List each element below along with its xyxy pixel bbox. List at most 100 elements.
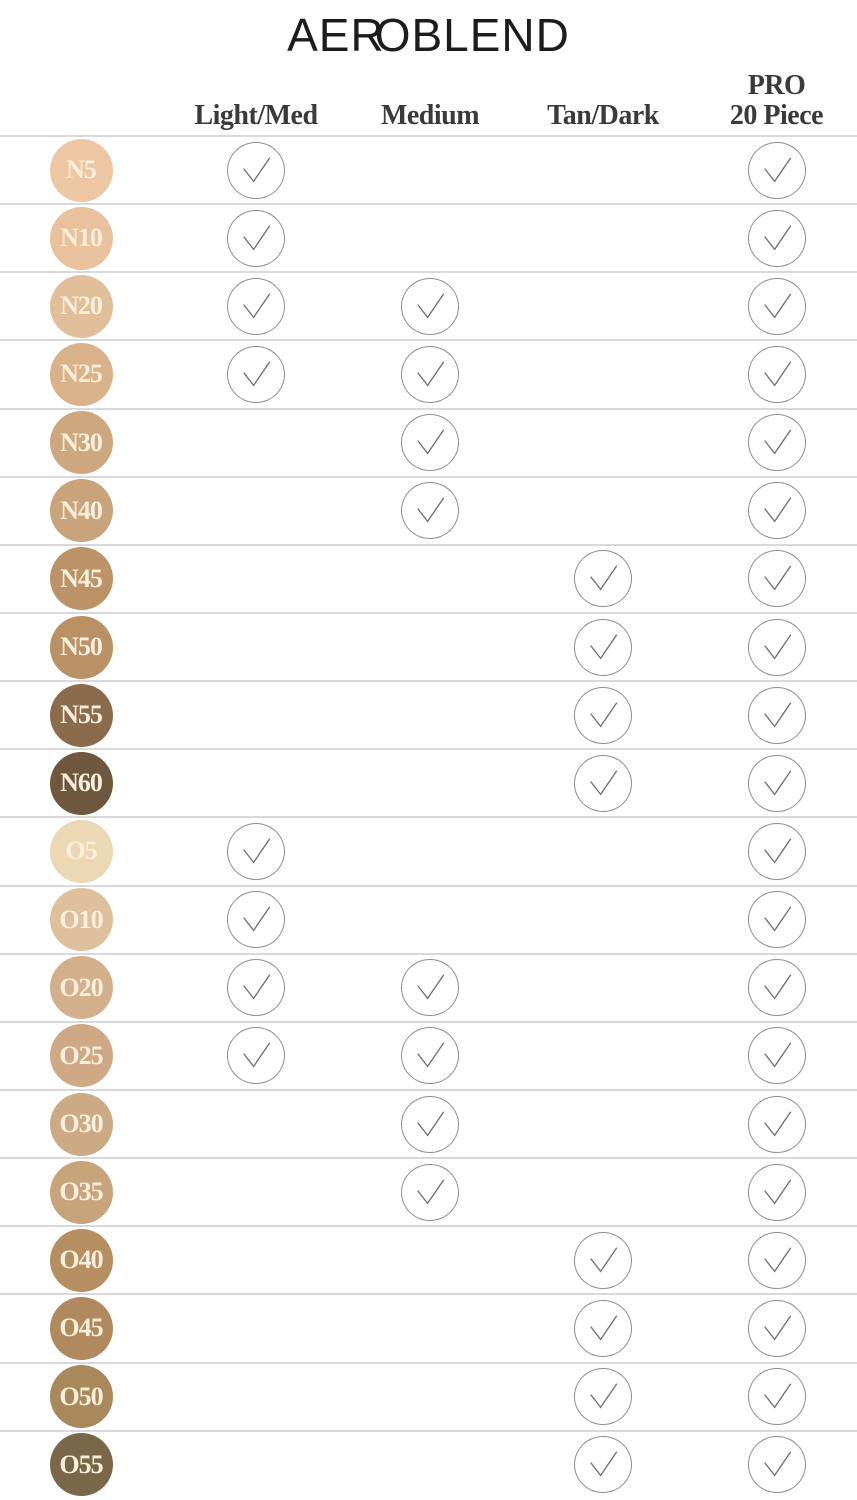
shade-swatch: N10 — [49, 206, 113, 270]
kit-cell-tan-dark — [510, 546, 696, 612]
shade-row: N50 — [0, 611, 857, 680]
shade-swatch: O5 — [49, 819, 113, 883]
check-icon — [574, 1231, 632, 1289]
kit-cell-medium — [350, 1364, 510, 1430]
shade-swatch: N5 — [49, 138, 113, 202]
check-icon — [747, 959, 806, 1017]
kit-cell-tan-dark — [510, 1023, 696, 1089]
kit-cell-tan-dark — [510, 341, 696, 407]
kit-cell-light-med — [162, 682, 350, 748]
shade-label: N5 — [66, 155, 97, 185]
swatch-cell: N25 — [0, 341, 162, 407]
kit-cell-pro-20-piece — [696, 1295, 857, 1361]
kit-cell-light-med — [162, 818, 350, 884]
kit-cell-light-med — [162, 1295, 350, 1361]
check-icon — [227, 822, 285, 880]
kit-cell-medium — [350, 341, 510, 407]
kit-cell-light-med — [162, 410, 350, 476]
kit-cell-light-med — [162, 205, 350, 271]
check-icon — [401, 959, 459, 1017]
kit-cell-medium — [350, 1091, 510, 1157]
check-icon — [227, 1027, 285, 1085]
swatch-cell: O55 — [0, 1432, 162, 1498]
kit-cell-medium — [350, 682, 510, 748]
shade-row: N55 — [0, 680, 857, 748]
shade-row: N25 — [0, 339, 857, 407]
check-icon — [401, 1095, 459, 1153]
check-icon — [574, 618, 632, 676]
shade-row: O25 — [0, 1020, 857, 1089]
shade-swatch: N45 — [49, 547, 113, 611]
check-icon — [747, 1163, 806, 1221]
swatch-cell: O35 — [0, 1159, 162, 1225]
shade-label: O50 — [59, 1381, 103, 1411]
swatch-cell: O40 — [0, 1227, 162, 1293]
shade-label: N45 — [60, 563, 103, 593]
shade-row: O20 — [0, 952, 857, 1021]
kit-cell-light-med — [162, 955, 350, 1021]
kit-cell-medium — [350, 1432, 510, 1498]
shade-label: O5 — [65, 836, 97, 866]
shade-row: N20 — [0, 271, 857, 339]
kit-cell-medium — [350, 205, 510, 271]
shade-label: N55 — [60, 700, 103, 730]
check-icon — [401, 1163, 459, 1221]
swatch-cell: N10 — [0, 205, 162, 271]
swatch-cell: O25 — [0, 1023, 162, 1089]
kit-cell-medium — [350, 1227, 510, 1293]
shade-label: N60 — [60, 768, 103, 798]
kit-cell-medium — [350, 1159, 510, 1225]
kit-cell-medium — [350, 955, 510, 1021]
shade-swatch: N50 — [49, 615, 113, 679]
check-icon — [747, 822, 806, 880]
swatch-cell: O10 — [0, 887, 162, 953]
shade-label: O35 — [59, 1177, 103, 1207]
shade-label: N10 — [60, 223, 103, 253]
check-icon — [227, 345, 285, 403]
check-icon — [747, 618, 806, 676]
kit-cell-pro-20-piece — [696, 750, 857, 816]
check-icon — [227, 141, 285, 199]
shade-row: N60 — [0, 748, 857, 816]
check-icon — [747, 891, 806, 949]
kit-cell-tan-dark — [510, 137, 696, 203]
shade-swatch: O10 — [49, 888, 113, 952]
kit-cell-medium — [350, 410, 510, 476]
shade-row: O50 — [0, 1361, 857, 1430]
kit-cell-pro-20-piece — [696, 137, 857, 203]
kit-cell-pro-20-piece — [696, 1159, 857, 1225]
swatch-cell: O30 — [0, 1091, 162, 1157]
kit-cell-medium — [350, 614, 510, 680]
check-icon — [574, 754, 632, 812]
kit-cell-pro-20-piece — [696, 478, 857, 544]
kit-cell-tan-dark — [510, 205, 696, 271]
shade-label: N50 — [60, 632, 103, 662]
swatch-cell: N30 — [0, 410, 162, 476]
check-icon — [574, 1436, 632, 1494]
kit-cell-pro-20-piece — [696, 546, 857, 612]
shade-row: O35 — [0, 1157, 857, 1225]
shade-swatch: O35 — [49, 1160, 113, 1224]
shade-swatch: O25 — [49, 1024, 113, 1088]
kit-cell-pro-20-piece — [696, 205, 857, 271]
column-header-medium: Medium — [380, 100, 480, 131]
kit-cell-light-med — [162, 341, 350, 407]
kit-cell-medium — [350, 478, 510, 544]
kit-cell-tan-dark — [510, 410, 696, 476]
shade-row: O45 — [0, 1293, 857, 1361]
shade-label: N40 — [60, 495, 103, 525]
kit-cell-light-med — [162, 137, 350, 203]
check-icon — [747, 686, 806, 744]
swatch-cell: N60 — [0, 750, 162, 816]
check-icon — [401, 1027, 459, 1085]
kit-cell-light-med — [162, 273, 350, 339]
kit-cell-medium — [350, 546, 510, 612]
kit-cell-tan-dark — [510, 614, 696, 680]
shade-swatch: N30 — [49, 411, 113, 475]
shade-label: N20 — [60, 291, 103, 321]
shade-row: N30 — [0, 407, 857, 476]
shade-row: O30 — [0, 1088, 857, 1157]
kit-cell-pro-20-piece — [696, 273, 857, 339]
kit-cell-pro-20-piece — [696, 1364, 857, 1430]
shade-row: N45 — [0, 543, 857, 612]
